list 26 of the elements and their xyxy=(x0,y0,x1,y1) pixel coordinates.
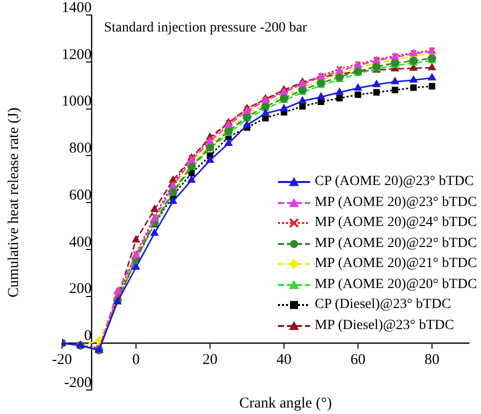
x-tick-label: 40 xyxy=(276,352,292,368)
x-tick-label: 80 xyxy=(424,352,440,368)
legend-label: MP (AOME 20)@20° bTDC xyxy=(314,276,477,294)
y-tick-label: 600 xyxy=(69,187,92,204)
legend-label: MP (AOME 20)@22° bTDC xyxy=(314,234,477,252)
chart-title: Standard injection pressure -200 bar xyxy=(104,20,308,36)
x-axis-title: Crank angle (°) xyxy=(239,395,332,412)
y-tick-label: 1400 xyxy=(62,0,92,16)
y-tick-label: -200 xyxy=(64,374,92,391)
x-tick-label: 20 xyxy=(202,352,218,368)
y-tick-label: 200 xyxy=(69,281,92,298)
x-tick-label: 60 xyxy=(350,352,366,368)
legend-label: CP (AOME 20)@23° bTDC xyxy=(314,173,474,191)
legend-label: MP (AOME 20)@23° bTDC xyxy=(314,194,477,212)
legend-label: MP (AOME 20)@24° bTDC xyxy=(314,214,477,232)
y-tick-label: 1200 xyxy=(62,46,92,63)
y-tick-label: 0 xyxy=(84,328,92,344)
x-tick-label: -20 xyxy=(52,352,72,368)
legend-label: CP (Diesel)@23° bTDC xyxy=(314,296,451,314)
y-tick-label: 800 xyxy=(69,140,92,157)
x-tick-label: 0 xyxy=(132,352,140,368)
legend-label: MP (Diesel)@23° bTDC xyxy=(314,316,454,334)
y-axis-title: Cumulative heat release rate (J) xyxy=(6,108,22,298)
y-tick-label: 400 xyxy=(69,234,92,250)
y-tick-label: 1000 xyxy=(62,94,92,110)
legend-label: MP (AOME 20)@21° bTDC xyxy=(314,255,477,273)
